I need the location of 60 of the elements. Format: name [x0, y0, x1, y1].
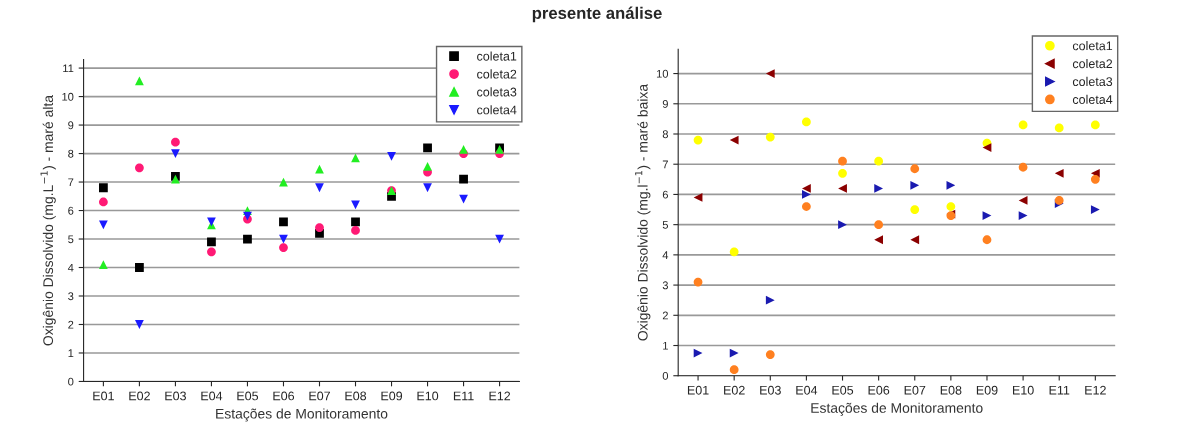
x-tick-label: E08	[940, 385, 962, 395]
y-tick-label: 7	[662, 160, 668, 169]
y-tick-label: 2	[68, 320, 74, 329]
x-tick-label: E12	[1085, 385, 1106, 395]
y-tick-label: 3	[662, 281, 668, 290]
y-tick-label: 5	[662, 221, 668, 229]
x-tick-label: E03	[165, 391, 186, 401]
x-tick-label: E07	[309, 391, 330, 401]
y-tick-label: 4	[67, 263, 74, 272]
y-tick-label: 7	[68, 178, 74, 187]
x-tick-label: E02	[129, 391, 150, 401]
legend-label: coleta4	[1072, 94, 1113, 104]
x-tick-label: E02	[724, 385, 745, 395]
x-tick-label: E01	[93, 391, 114, 401]
legend-label: coleta3	[1072, 76, 1113, 87]
x-tick-label: E06	[868, 385, 890, 395]
x-tick-label: E09	[381, 391, 403, 401]
x-tick-label: E06	[273, 391, 295, 401]
x-tick-label: E04	[201, 391, 223, 401]
y-tick-label: 6	[662, 190, 668, 199]
y-tick-label: 10	[656, 69, 669, 78]
y-tick-label: 2	[662, 311, 668, 320]
x-tick-label: E09	[976, 385, 998, 395]
x-tick-label: E10	[1013, 385, 1034, 395]
y-tick-label: 0	[68, 377, 74, 386]
y-axis-title: Oxigênio Dissolvido (mg.L$^{−1}$) - maré alta	[40, 95, 56, 346]
x-tick-label: E10	[417, 391, 439, 401]
x-tick-label: E11	[453, 391, 474, 401]
y-tick-label: 1	[663, 341, 668, 350]
legend-label: coleta4	[477, 105, 517, 115]
x-tick-label: E01	[687, 385, 709, 395]
legend-label: coleta2	[1072, 58, 1113, 69]
y-tick-label: 9	[662, 100, 668, 108]
y-tick-label: 0	[662, 372, 669, 380]
x-tick-label: E08	[345, 391, 367, 401]
y-tick-label: 9	[68, 121, 74, 130]
y-tick-label: 6	[68, 206, 74, 215]
y-tick-label: 5	[68, 235, 74, 244]
x-tick-label: E03	[760, 385, 781, 395]
y-tick-label: 10	[62, 92, 74, 101]
y-axis-title: Oxigênio Dissolvido (mg.l$^{−1}$) - maré baixa	[635, 83, 651, 341]
y-tick-label: 8	[68, 149, 74, 158]
y-tick-label: 8	[662, 130, 668, 139]
legend-label: coleta2	[477, 69, 517, 79]
y-tick-label: 3	[68, 292, 74, 301]
y-tick-label: 4	[662, 251, 669, 259]
x-axis-title: Estações de Monitoramento	[811, 402, 983, 416]
x-tick-label: E07	[904, 385, 926, 395]
x-tick-label: E11	[1049, 385, 1070, 395]
y-tick-label: 1	[68, 349, 74, 357]
text: presente análise	[532, 6, 662, 23]
x-tick-label: E05	[832, 385, 854, 395]
x-tick-label: E12	[489, 391, 511, 401]
x-tick-label: E04	[796, 385, 818, 395]
legend-label: coleta1	[477, 51, 517, 61]
x-axis-title: Estações de Monitoramento	[216, 408, 388, 422]
legend-label: coleta3	[477, 87, 517, 97]
legend-label: coleta1	[1072, 41, 1113, 51]
y-tick-label: 11	[63, 64, 74, 73]
x-tick-label: E05	[237, 391, 259, 401]
